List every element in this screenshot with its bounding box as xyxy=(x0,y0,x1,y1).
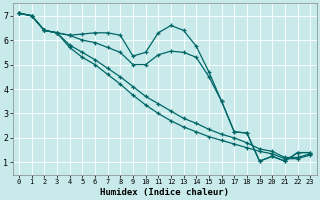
X-axis label: Humidex (Indice chaleur): Humidex (Indice chaleur) xyxy=(100,188,229,197)
